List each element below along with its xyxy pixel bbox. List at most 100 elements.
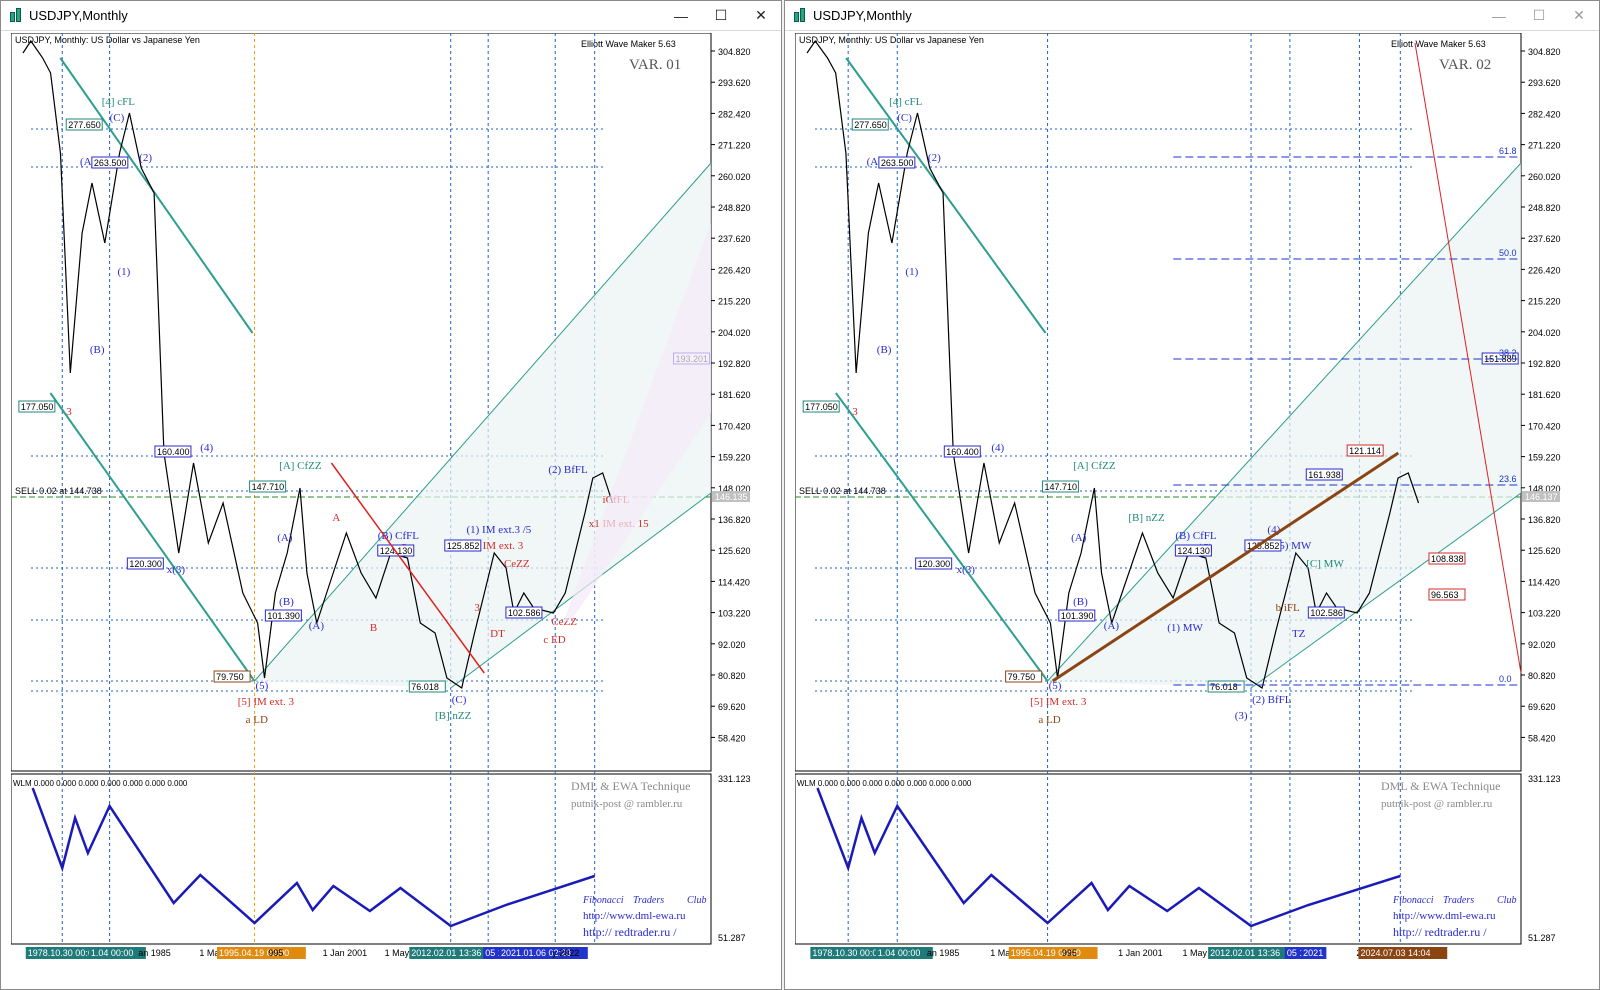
price-box <box>505 606 543 619</box>
price-box-label: 79.750 <box>216 672 244 682</box>
price-box-label: 263.500 <box>881 158 914 168</box>
price-box-label: 147.710 <box>1044 482 1077 492</box>
wave-label: a LD <box>246 714 268 726</box>
price-box-label: 121.114 <box>1349 446 1381 456</box>
wave-label: b iFL <box>1276 602 1300 614</box>
time-axis-label: 1 Jan 2001 <box>1118 948 1163 958</box>
wave-label: (A) <box>1071 532 1087 544</box>
indicator-axis-label: 51.287 <box>1528 933 1556 943</box>
maximize-icon[interactable]: ☐ <box>714 7 728 23</box>
trend-line <box>1051 451 1400 683</box>
window-title: USDJPY,Monthly <box>29 8 128 23</box>
price-axis-label: 215.220 <box>718 297 751 307</box>
time-axis-label: an 1985 <box>138 948 171 958</box>
maximize-icon[interactable]: ☐ <box>1532 7 1546 23</box>
link-redtrader: http:// redtrader.ru / <box>583 925 677 939</box>
time-label-bg <box>409 947 499 959</box>
wave-label: (5) <box>1049 680 1062 692</box>
channel-line <box>49 392 256 682</box>
fib-level-label: 38.2 <box>1499 348 1517 358</box>
variant-label: VAR. 01 <box>629 57 681 73</box>
price-chart-right[interactable]: 304.820 293.620 282.420 271.220 260.020 248.8… <box>795 33 1585 985</box>
channel-fill <box>563 223 711 623</box>
window-titlebar[interactable]: USDJPY,Monthly — ☐ ✕ <box>785 1 1599 31</box>
price-axis-label: 237.620 <box>718 234 751 244</box>
price-box-label: 101.390 <box>1061 611 1094 621</box>
link-traders: Traders <box>1443 895 1474 906</box>
price-box <box>408 680 446 693</box>
minimize-icon[interactable]: — <box>674 7 688 24</box>
price-axis-label: 125.620 <box>1528 546 1561 556</box>
price-tag-bg <box>712 491 750 502</box>
time-label-bg <box>1301 947 1327 959</box>
wave-label: [4] cFL <box>102 96 136 108</box>
price-tag-bg <box>1522 491 1560 502</box>
time-axis-label: 1 May <box>385 948 410 958</box>
close-icon[interactable]: ✕ <box>1573 7 1585 23</box>
time-axis-label: 2012.02.01 13:36 <box>1210 948 1280 958</box>
price-axis-label: 192.820 <box>718 359 751 369</box>
price-axis-label: 204.020 <box>718 328 751 338</box>
price-box-label: 160.400 <box>157 447 190 457</box>
wave-label: 5 IM ext. 3 <box>474 540 523 552</box>
price-axis-label: 304.820 <box>1528 47 1561 57</box>
wave-label: 3 <box>852 406 858 418</box>
wave-label: (5) MW <box>1276 540 1312 552</box>
time-axis-label: 2024.07.03 14:04 <box>1360 948 1430 958</box>
current-price-tag: 146.135 <box>715 492 748 502</box>
price-box <box>1005 670 1043 683</box>
price-axis-label: 248.820 <box>718 203 751 213</box>
channel-fill <box>1047 163 1521 688</box>
time-axis-label: 1 Ma <box>990 948 1010 958</box>
price-box <box>264 609 302 622</box>
time-label-bg <box>217 947 306 959</box>
price-box <box>851 118 889 131</box>
time-axis-label: 05 16: <box>1287 948 1312 958</box>
time-label-bg <box>1208 947 1297 959</box>
price-axis-label: 114.420 <box>718 577 750 587</box>
close-icon[interactable]: ✕ <box>755 7 767 23</box>
time-axis-label: 995 <box>268 948 283 958</box>
wave-label: (A) <box>867 156 883 168</box>
price-axis-label: 92.020 <box>718 640 746 650</box>
price-chart-left[interactable]: 304.820 293.620 282.420 271.220 260.020 248.8… <box>11 33 775 985</box>
price-axis-label: 103.220 <box>718 609 751 619</box>
price-axis-label: 170.420 <box>1528 421 1561 431</box>
time-axis-label: 1995.04.19 00:00 <box>219 948 289 958</box>
wave-label: (B) <box>877 344 892 356</box>
price-box <box>91 156 129 169</box>
indicator-axis-label: 51.287 <box>718 933 746 943</box>
price-box <box>1305 468 1343 481</box>
wave-label: (1) <box>905 266 918 278</box>
indicator-zigzag <box>816 787 1401 928</box>
price-axis-label: 80.820 <box>1528 671 1556 681</box>
time-axis-label: 1 May <box>1183 948 1208 958</box>
time-label-bg <box>1008 947 1098 959</box>
variant-label: VAR. 02 <box>1439 57 1491 73</box>
wave-label: (B) <box>90 344 105 356</box>
price-axis-label: 125.620 <box>718 546 751 556</box>
chart-window-right[interactable]: USDJPY,Monthly — ☐ ✕ 304.820 293.620 282.4… <box>784 0 1600 990</box>
time-axis-label: 1978.10.30 00:00 <box>28 948 98 958</box>
wave-label: A <box>332 512 340 524</box>
price-box-label: 277.650 <box>854 120 887 130</box>
price-box <box>18 400 56 413</box>
price-series <box>22 39 614 689</box>
indicator-header: WLM 0.000 0.000 0.000 0.000 0.000 0.000 … <box>797 779 972 788</box>
price-box-label: 76.018 <box>1210 682 1238 692</box>
window-titlebar[interactable]: USDJPY,Monthly — ☐ ✕ <box>1 1 781 31</box>
time-axis-label: 1 Jan 2001 <box>323 948 368 958</box>
time-axis-label: 995 <box>1062 948 1077 958</box>
price-box-label: 160.400 <box>946 447 979 457</box>
indicator-axis-label: 331.123 <box>718 774 751 784</box>
minimize-icon[interactable]: — <box>1492 7 1506 24</box>
watermark: DML & EWA Technique <box>571 779 690 793</box>
wave-label: (2) <box>928 152 941 164</box>
price-box <box>943 445 981 458</box>
time-label-bg <box>875 947 933 959</box>
price-box-label: 125.852 <box>447 541 480 551</box>
chart-window-left[interactable]: USDJPY,Monthly — ☐ ✕ 304.820 293.620 282.4… <box>0 0 782 990</box>
wave-label: (2) <box>139 152 152 164</box>
channel-line <box>1250 492 1522 689</box>
channel-line <box>1047 162 1522 682</box>
